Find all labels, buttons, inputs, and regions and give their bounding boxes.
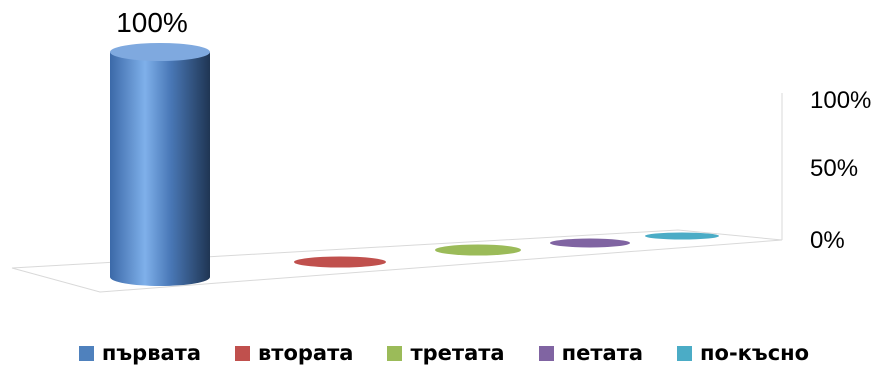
legend-swatch: [538, 345, 554, 361]
legend-label: първата: [101, 341, 202, 365]
y-tick-label: 50%: [810, 155, 858, 182]
legend-item: третата: [387, 340, 505, 366]
legend-swatch: [78, 345, 94, 361]
legend: първата втората третата петата по-късно: [0, 340, 888, 366]
legend-item: по-късно: [677, 340, 809, 366]
bar-4: [550, 238, 630, 248]
legend-item: първата: [78, 340, 202, 366]
legend-label: втората: [258, 341, 354, 365]
bar-1: [110, 43, 210, 286]
legend-label: третата: [410, 341, 505, 365]
chart-canvas: 100% 0% 50% 100%: [11, 7, 871, 293]
legend-swatch: [235, 345, 251, 361]
legend-swatch: [677, 345, 693, 361]
legend-item: втората: [235, 340, 353, 366]
bar-3: [435, 244, 521, 256]
y-tick-label: 100%: [810, 87, 871, 114]
bar-5: [645, 232, 719, 240]
legend-item: петата: [538, 340, 644, 366]
bar-2: [294, 256, 386, 268]
data-label: 100%: [116, 7, 188, 38]
legend-label: по-късно: [700, 341, 810, 365]
y-tick-label: 0%: [810, 227, 845, 254]
legend-label: петата: [561, 341, 644, 365]
legend-swatch: [387, 345, 403, 361]
